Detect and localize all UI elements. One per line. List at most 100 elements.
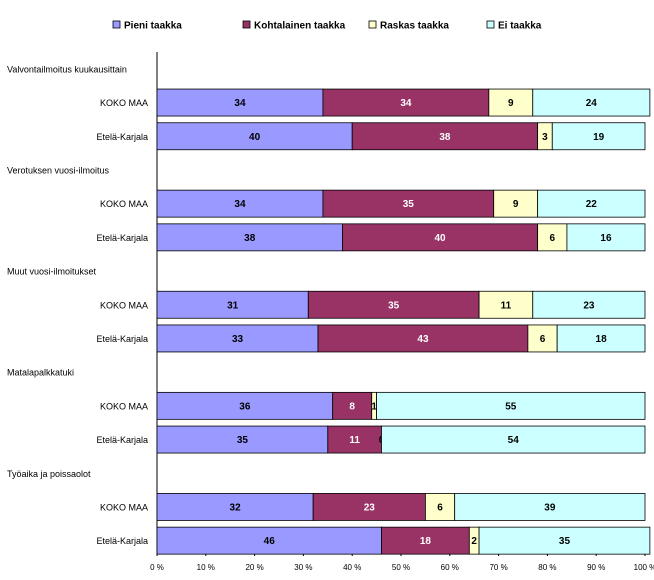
legend-swatch-2 <box>242 20 251 29</box>
x-tick-label-8: 70 % <box>489 563 507 572</box>
legend-label-4: Ei taakka <box>498 21 542 32</box>
x-tick-label-4: 30 % <box>294 563 312 572</box>
x-tick-label-6: 50 % <box>392 563 410 572</box>
row-label-3-1: KOKO MAA <box>100 300 148 310</box>
bar-segment-5-2-1 <box>156 526 382 555</box>
data-label-4-1-2: 8 <box>349 401 355 412</box>
legend-label-1: Pieni taakka <box>124 21 182 32</box>
legend-swatch-4 <box>486 20 495 29</box>
data-label-5-2-4: 35 <box>559 536 571 547</box>
bar-segment-3-1-4 <box>532 290 646 319</box>
data-label-3-2-1: 33 <box>232 334 244 345</box>
bar-segment-4-1-4 <box>376 391 646 420</box>
bar-segment-5-2-4 <box>478 526 651 555</box>
row-label-4-1: KOKO MAA <box>100 401 148 411</box>
bar-segment-1-2-1 <box>156 122 353 151</box>
x-tick-label-3: 20 % <box>245 563 263 572</box>
bar-segment-5-1-2 <box>312 493 426 521</box>
data-label-2-2-4: 16 <box>600 233 612 244</box>
group-title-1: Valvontailmoitus kuukausittain <box>7 64 127 74</box>
data-label-3-2-2: 43 <box>417 334 429 345</box>
bar-segment-2-2-4 <box>566 223 646 252</box>
bar-segment-3-1-2 <box>307 290 480 319</box>
bar-segment-3-1-1 <box>156 290 309 319</box>
data-label-5-1-3: 6 <box>437 502 443 513</box>
row-label-2-1: KOKO MAA <box>100 199 148 209</box>
data-label-4-2-1: 35 <box>237 435 249 446</box>
row-label-1-2: Etelä-Karjala <box>96 132 148 142</box>
group-title-5: Työaika ja poissaolot <box>7 469 91 479</box>
bar-segment-3-2-2 <box>317 324 529 353</box>
bar-segment-3-2-4 <box>556 324 646 353</box>
data-label-2-2-3: 6 <box>549 233 555 244</box>
row-label-4-2: Etelä-Karjala <box>96 435 148 445</box>
row-label-5-1: KOKO MAA <box>100 502 148 512</box>
data-label-5-1-4: 39 <box>544 502 556 513</box>
data-label-5-2-2: 18 <box>420 536 432 547</box>
data-label-3-2-3: 6 <box>540 334 546 345</box>
legend-label-3: Raskas taakka <box>380 21 449 32</box>
bar-segment-4-2-4 <box>381 425 646 454</box>
x-tick-label-1: 0 % <box>150 563 164 572</box>
bar-segment-2-2-3 <box>537 223 568 252</box>
data-label-1-1-1: 34 <box>234 98 246 109</box>
data-label-2-2-2: 40 <box>434 233 446 244</box>
data-label-2-1-3: 9 <box>513 199 519 210</box>
data-label-2-1-2: 35 <box>403 199 415 210</box>
x-tick-label-11: 100 % <box>634 563 654 572</box>
data-label-2-1-4: 22 <box>586 199 598 210</box>
legend-swatch-1 <box>112 20 121 29</box>
row-label-3-2: Etelä-Karjala <box>96 334 148 344</box>
data-label-5-1-1: 32 <box>230 502 242 513</box>
data-label-3-1-2: 35 <box>388 300 400 311</box>
x-tick-label-10: 90 % <box>587 563 605 572</box>
data-label-1-2-3: 3 <box>542 132 548 143</box>
bar-segment-1-1-3 <box>488 88 534 117</box>
data-label-3-1-1: 31 <box>227 300 239 311</box>
bar-segment-1-1-2 <box>322 88 490 117</box>
data-label-1-1-3: 9 <box>508 98 514 109</box>
bar-segment-1-1-4 <box>532 88 651 117</box>
data-label-3-2-4: 18 <box>596 334 608 345</box>
group-title-3: Muut vuosi-ilmoitukset <box>7 267 97 277</box>
bar-segment-3-2-3 <box>527 324 558 353</box>
data-label-4-1-3: 1 <box>371 401 377 412</box>
data-label-5-2-3: 2 <box>471 536 477 547</box>
group-title-4: Matalapalkkatuki <box>7 368 74 378</box>
row-label-2-2: Etelä-Karjala <box>96 233 148 243</box>
legend-swatch-3 <box>368 20 377 29</box>
bar-segment-2-2-1 <box>156 223 343 252</box>
legend-label-2: Kohtalainen taakka <box>254 21 346 32</box>
data-label-1-2-1: 40 <box>249 132 261 143</box>
bar-segment-3-2-1 <box>156 324 319 353</box>
data-label-2-1-1: 34 <box>234 199 246 210</box>
data-label-3-1-4: 23 <box>583 300 595 311</box>
data-label-4-1-1: 36 <box>239 401 251 412</box>
bar-segment-1-2-4 <box>551 122 646 151</box>
data-label-1-2-2: 38 <box>439 132 451 143</box>
bar-segment-2-1-2 <box>322 189 495 218</box>
data-label-4-2-2: 11 <box>349 435 360 446</box>
data-label-3-1-3: 11 <box>501 300 512 311</box>
bar-segment-2-1-1 <box>156 189 324 218</box>
bar-segment-1-2-2 <box>351 122 539 151</box>
data-label-5-1-2: 23 <box>364 502 376 513</box>
bar-segment-2-1-3 <box>493 189 539 218</box>
bar-segment-5-1-1 <box>156 493 314 521</box>
bar-segment-2-2-2 <box>342 223 539 252</box>
x-tick-label-5: 40 % <box>343 563 361 572</box>
data-label-2-2-1: 38 <box>244 233 256 244</box>
x-tick-label-7: 60 % <box>441 563 459 572</box>
row-label-1-1: KOKO MAA <box>100 98 148 108</box>
group-title-2: Verotuksen vuosi-ilmoitus <box>7 165 110 175</box>
data-label-5-2-1: 46 <box>264 536 276 547</box>
data-label-1-1-4: 24 <box>586 98 598 109</box>
bar-segment-4-2-1 <box>156 425 329 454</box>
bar-segment-5-1-4 <box>454 493 646 521</box>
data-label-1-1-2: 34 <box>400 98 412 109</box>
data-label-1-2-4: 19 <box>593 132 605 143</box>
bar-segment-3-1-3 <box>478 290 534 319</box>
bar-segment-5-1-3 <box>424 493 456 521</box>
data-label-4-1-4: 55 <box>505 401 517 412</box>
